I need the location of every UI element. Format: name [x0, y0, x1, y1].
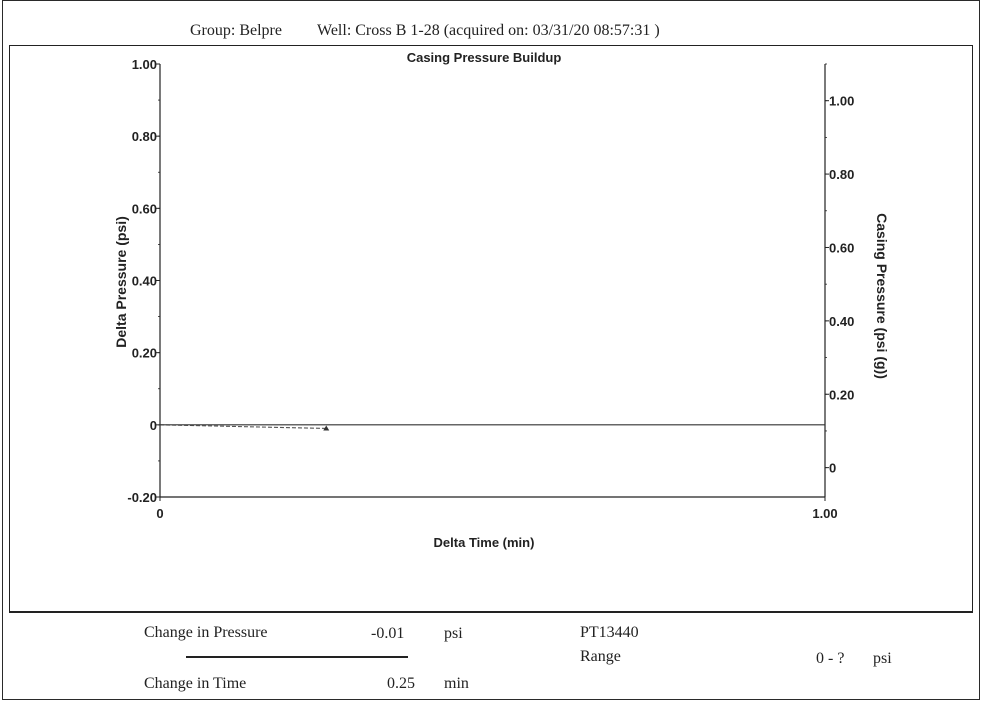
device-id: PT13440 [580, 624, 639, 641]
y-tick-label: 0.80 [132, 129, 157, 144]
x-tick-label: 1.00 [812, 506, 837, 521]
y2-tick-label: 0.60 [829, 240, 854, 255]
report-header: Group: Belpre Well: Cross B 1-28 (acquir… [0, 22, 983, 44]
y-tick-label: 0 [150, 418, 157, 433]
y-axis-title: Delta Pressure (psi) [113, 216, 129, 348]
y2-tick-label: 1.00 [829, 94, 854, 109]
x-tick-label: 0 [156, 506, 163, 521]
change-in-time-unit: min [444, 675, 469, 692]
range-unit: psi [873, 650, 892, 667]
change-in-time-value: 0.25 [387, 675, 415, 692]
x-axis-title: Delta Time (min) [434, 535, 535, 550]
chart-title: Casing Pressure Buildup [407, 50, 562, 65]
y-tick-label: 0.20 [132, 346, 157, 361]
y-tick-label: -0.20 [127, 490, 157, 505]
change-in-pressure-value: -0.01 [371, 625, 405, 642]
y2-tick-label: 0 [829, 461, 836, 476]
y2-tick-label: 0.20 [829, 387, 854, 402]
range-label: Range [580, 648, 621, 665]
y2-tick-label: 0.80 [829, 167, 854, 182]
chart-top-rule [9, 45, 973, 46]
y2-tick-label: 0.40 [829, 314, 854, 329]
change-in-pressure-unit: psi [444, 625, 463, 642]
y-tick-label: 0.60 [132, 201, 157, 216]
group-label: Group: Belpre [190, 22, 282, 39]
y-tick-label: 0.40 [132, 274, 157, 289]
series-line-0 [159, 424, 327, 429]
series-point [323, 425, 330, 431]
change-in-pressure-label: Change in Pressure [144, 624, 268, 641]
y-tick-label: 1.00 [132, 57, 157, 72]
chart-frame [9, 45, 973, 613]
well-label: Well: Cross B 1-28 (acquired on: 03/31/2… [317, 22, 660, 39]
change-in-time-label: Change in Time [144, 675, 247, 692]
y2-axis-title: Casing Pressure (psi (g)) [874, 213, 890, 379]
summary-divider [186, 656, 408, 658]
range-value: 0 - ? [816, 650, 845, 667]
